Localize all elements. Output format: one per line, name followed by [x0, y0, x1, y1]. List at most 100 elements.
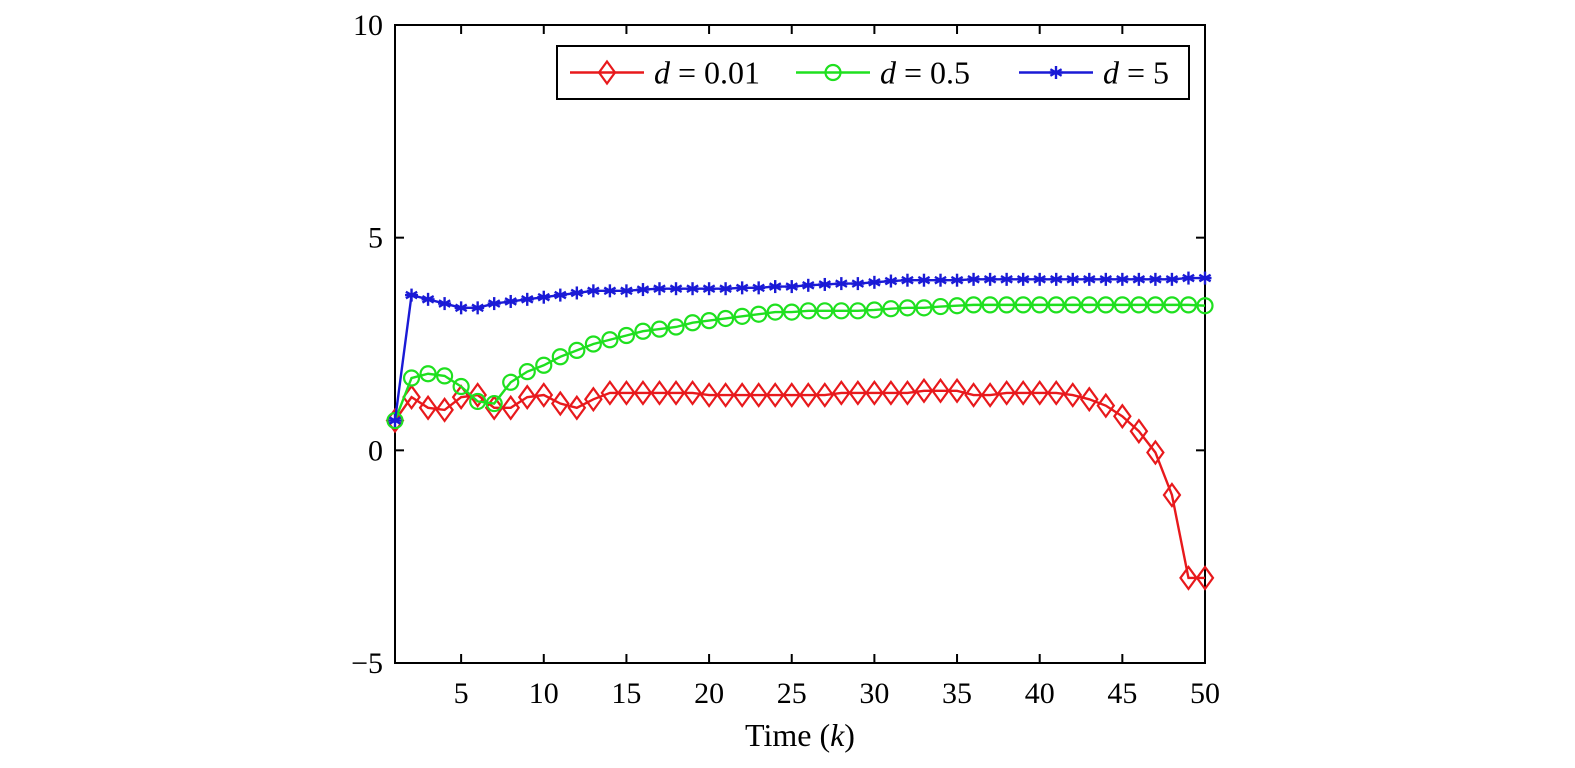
data-point-star — [669, 282, 683, 296]
data-point-star — [950, 273, 964, 287]
data-point-star — [1099, 272, 1113, 286]
data-point-star — [1049, 272, 1063, 286]
data-point-diamond — [699, 382, 719, 408]
x-tick-label: 15 — [611, 677, 641, 710]
data-point-circle — [1080, 296, 1098, 314]
data-point-circle — [849, 302, 867, 320]
data-point-star — [553, 288, 567, 302]
data-point-star — [1033, 272, 1047, 286]
y-tick-label: 0 — [368, 434, 383, 467]
data-point-diamond — [964, 382, 983, 408]
y-tick-label: 10 — [353, 9, 383, 42]
data-point-circle — [1097, 296, 1115, 314]
data-point-circle — [518, 363, 536, 381]
data-point-circle — [683, 314, 702, 332]
data-point-circle — [1130, 296, 1148, 314]
x-axis: 5 10 15 20 25 30 35 40 45 50 — [454, 25, 1220, 710]
data-point-diamond — [1195, 565, 1215, 591]
data-point-star — [487, 297, 501, 311]
data-point-star — [768, 280, 782, 294]
data-point-diamond — [1046, 380, 1066, 406]
data-point-circle — [948, 297, 966, 315]
data-point-diamond — [765, 382, 785, 408]
data-point-star — [1000, 272, 1014, 286]
data-point-diamond — [716, 382, 735, 408]
data-point-star — [1132, 272, 1146, 286]
plot-area — [394, 24, 1206, 664]
data-point-diamond — [865, 380, 884, 406]
data-point-star — [702, 282, 716, 296]
data-point-star — [504, 294, 518, 308]
data-point-circle — [717, 309, 735, 328]
data-point-circle — [816, 302, 834, 320]
data-point-diamond — [1063, 382, 1083, 408]
data-point-circle — [650, 320, 669, 338]
data-point-circle — [882, 300, 900, 318]
legend-label: d = 5 — [1103, 55, 1169, 91]
data-point-diamond — [782, 382, 802, 408]
data-point-circle — [452, 377, 470, 396]
data-point-diamond — [1030, 380, 1050, 406]
data-point-star — [934, 273, 948, 287]
data-point-circle — [1014, 296, 1032, 314]
data-point-star — [454, 301, 468, 315]
legend-marker-circle — [824, 63, 842, 82]
data-point-circle — [799, 302, 817, 320]
data-point-star — [1082, 272, 1096, 286]
x-tick-label: 50 — [1190, 677, 1220, 710]
data-point-diamond — [1179, 565, 1198, 591]
data-point-star — [1198, 271, 1212, 285]
data-point-diamond — [1013, 380, 1033, 406]
data-point-circle — [1113, 296, 1131, 314]
legend-marker-star — [1049, 66, 1063, 79]
data-point-diamond — [435, 397, 454, 423]
data-point-star — [652, 282, 666, 296]
series-layer — [385, 271, 1215, 591]
data-point-diamond — [815, 382, 835, 408]
legend: d = 0.01 d = 0.5 d = 5 — [556, 45, 1190, 100]
data-point-circle — [634, 322, 652, 340]
data-point-circle — [1064, 296, 1082, 314]
data-point-circle — [865, 301, 883, 319]
data-point-star — [1115, 272, 1129, 286]
data-point-star — [867, 275, 881, 289]
data-point-diamond — [881, 380, 901, 406]
data-point-diamond — [534, 382, 554, 408]
data-point-circle — [766, 303, 784, 321]
data-point-diamond — [997, 380, 1016, 406]
data-point-star — [421, 292, 435, 306]
data-point-diamond — [1096, 392, 1116, 419]
data-point-circle — [832, 302, 850, 320]
data-point-star — [388, 414, 402, 428]
x-tick-label: 20 — [694, 677, 724, 710]
x-tick-label: 40 — [1025, 677, 1055, 710]
data-point-star — [818, 277, 832, 291]
data-point-circle — [1163, 296, 1181, 314]
data-point-star — [834, 277, 848, 291]
series-circle — [386, 296, 1214, 430]
data-point-diamond — [831, 380, 851, 406]
data-point-diamond — [732, 382, 752, 408]
data-point-diamond — [947, 377, 967, 404]
data-point-diamond — [501, 394, 521, 421]
x-axis-title: Time (k) — [745, 717, 855, 753]
data-point-star — [1181, 271, 1195, 285]
data-point-diamond — [798, 382, 818, 408]
data-point-star — [570, 286, 584, 300]
data-point-star — [438, 297, 452, 311]
y-axis: −5 0 5 10 — [351, 9, 1205, 680]
data-point-star — [603, 284, 617, 298]
data-point-star — [851, 277, 865, 291]
legend-marker-diamond — [597, 59, 617, 86]
y-tick-label: −5 — [351, 647, 383, 680]
data-point-diamond — [1129, 418, 1149, 445]
legend-box — [556, 45, 1190, 100]
x-tick-label: 10 — [529, 677, 559, 710]
data-point-star — [967, 272, 981, 286]
data-point-circle — [469, 392, 487, 411]
data-point-star — [686, 282, 700, 296]
data-point-circle — [419, 365, 437, 383]
data-point-diamond — [633, 380, 653, 406]
data-point-circle — [667, 318, 685, 336]
legend-label: d = 0.5 — [880, 55, 970, 91]
